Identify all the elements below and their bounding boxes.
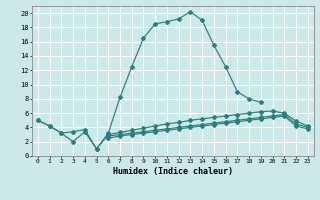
X-axis label: Humidex (Indice chaleur): Humidex (Indice chaleur) xyxy=(113,167,233,176)
